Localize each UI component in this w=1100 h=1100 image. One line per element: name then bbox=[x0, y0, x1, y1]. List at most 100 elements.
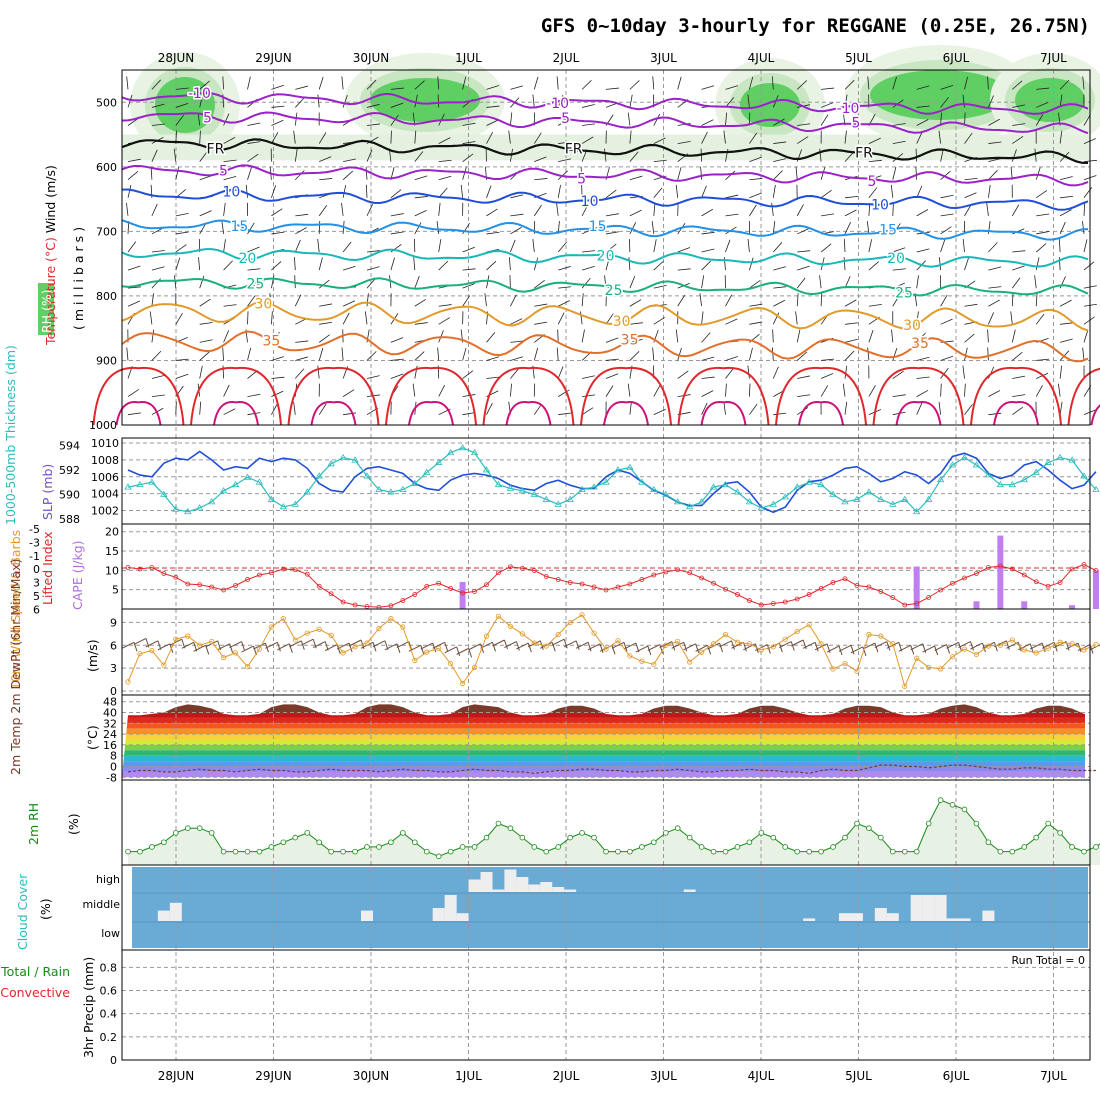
wind-barb bbox=[271, 331, 280, 343]
wind-speed-marker bbox=[973, 651, 980, 658]
wind-barb bbox=[988, 266, 1002, 271]
wind-barb-10m bbox=[970, 641, 974, 651]
wind-barb-10m bbox=[265, 641, 278, 649]
wind-barb bbox=[294, 368, 305, 379]
wind-barb bbox=[604, 148, 607, 162]
wind-tick: 0 bbox=[110, 685, 117, 698]
wind-barb bbox=[534, 303, 548, 307]
wind-speed-marker bbox=[866, 632, 872, 638]
wind-barb-10m bbox=[468, 643, 481, 651]
wind-barb bbox=[964, 76, 968, 90]
wind-barb-10m bbox=[336, 644, 341, 654]
wind-barb bbox=[1083, 114, 1091, 126]
rh-marker bbox=[543, 848, 550, 855]
wind-speed-marker bbox=[161, 662, 167, 668]
isotherm-hot-arc bbox=[993, 401, 1039, 426]
isotherm-label: 20 bbox=[239, 251, 257, 267]
wind-barb bbox=[364, 311, 368, 325]
lifted-index-marker bbox=[675, 567, 681, 573]
cloud-high-block bbox=[480, 872, 493, 892]
thickness-marker bbox=[901, 495, 909, 502]
wind-barb bbox=[844, 338, 858, 343]
wind-barb bbox=[797, 123, 811, 126]
wind-barb bbox=[366, 103, 380, 108]
isotherm-hot-arc bbox=[895, 401, 942, 426]
wind-barb bbox=[892, 123, 906, 126]
rh-marker bbox=[830, 844, 836, 850]
wind-barb bbox=[940, 194, 954, 199]
wind-speed-marker bbox=[878, 633, 884, 639]
wind-barb bbox=[795, 166, 798, 180]
wind-barb bbox=[938, 401, 941, 415]
rh-marker bbox=[340, 848, 346, 855]
wind-barb bbox=[486, 260, 497, 271]
cloud-ylabel: Cloud Cover bbox=[15, 873, 30, 950]
wind-barb bbox=[1035, 313, 1045, 325]
wind-barb bbox=[486, 85, 500, 90]
wind-barb bbox=[151, 123, 165, 126]
wind-barb bbox=[247, 393, 261, 397]
wind-barb bbox=[962, 94, 965, 108]
wind-barb bbox=[843, 257, 846, 271]
wind-barb bbox=[365, 184, 368, 198]
lifted-index-marker bbox=[615, 584, 621, 590]
wind-barb-10m bbox=[838, 644, 852, 652]
rh-marker bbox=[603, 848, 609, 855]
wind-barb bbox=[486, 376, 500, 379]
wind-barb bbox=[508, 257, 511, 271]
wind-barb bbox=[916, 105, 930, 108]
wind-tick: 9 bbox=[110, 616, 117, 629]
lifted-index-marker bbox=[161, 571, 167, 576]
rh-marker bbox=[244, 848, 251, 855]
isotherm-line bbox=[121, 164, 1089, 187]
lifted-index-marker bbox=[531, 568, 537, 573]
lifted-index-marker bbox=[472, 589, 477, 594]
wind-speed-marker bbox=[949, 654, 956, 660]
wind-barb bbox=[510, 356, 523, 361]
temp-band bbox=[122, 734, 1085, 740]
wind-barb bbox=[629, 151, 639, 162]
wind-barb bbox=[510, 112, 513, 126]
isotherm-label: FR bbox=[207, 141, 225, 157]
rh-marker bbox=[1057, 830, 1063, 836]
wind-barb bbox=[175, 166, 180, 180]
lifted-index-marker bbox=[340, 599, 346, 605]
wind-barb bbox=[149, 311, 153, 325]
wind-barb-10m bbox=[503, 639, 508, 650]
wind-ylabel: 10m Wind Speed & Barbs bbox=[8, 530, 23, 690]
lifted-index-marker bbox=[304, 571, 310, 577]
wind-barb bbox=[653, 202, 656, 216]
wind-barb bbox=[940, 148, 944, 162]
cloud-middle-block bbox=[456, 913, 469, 921]
wind-barb bbox=[271, 275, 275, 289]
wind-barb bbox=[437, 347, 440, 361]
wind-barb-10m bbox=[432, 641, 445, 649]
wind-barb bbox=[222, 347, 224, 361]
rh-marker bbox=[352, 848, 358, 855]
lifted-index-marker bbox=[830, 580, 836, 585]
rh-marker bbox=[579, 830, 585, 836]
wind-barb bbox=[677, 76, 682, 90]
panel-frame-ua bbox=[121, 69, 1091, 426]
thickness-marker bbox=[518, 487, 527, 494]
temp-tick: 16 bbox=[103, 739, 117, 752]
wind-barb-10m bbox=[719, 640, 732, 648]
wind-barb bbox=[319, 156, 332, 163]
wind-barb bbox=[199, 322, 213, 325]
wind-barb bbox=[1060, 176, 1073, 181]
thickness-marker bbox=[781, 493, 789, 500]
panel-frame-pr bbox=[121, 949, 1091, 1061]
wind-barb bbox=[772, 366, 779, 379]
wind-barb bbox=[414, 175, 428, 181]
precip-tick: 0.6 bbox=[100, 985, 118, 998]
wind-barb-10m bbox=[647, 644, 661, 652]
isotherm-label: 25 bbox=[895, 286, 913, 302]
wind-barb bbox=[892, 153, 904, 162]
wind-barb-10m bbox=[1029, 642, 1043, 650]
cape-bar bbox=[1092, 570, 1099, 609]
rh-legend-label: RH (%) bbox=[39, 289, 54, 333]
wind-barb bbox=[317, 239, 320, 253]
wind-barb bbox=[1036, 358, 1050, 361]
wind-barb bbox=[437, 76, 440, 90]
rh-shading bbox=[155, 77, 215, 133]
